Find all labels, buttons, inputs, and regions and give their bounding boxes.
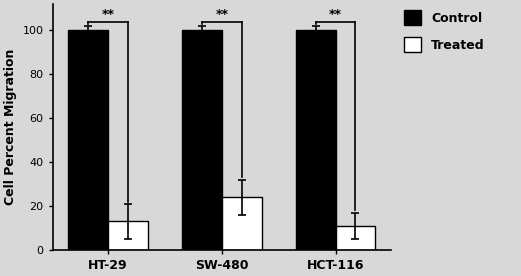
Text: **: ** — [215, 8, 228, 21]
Y-axis label: Cell Percent Migration: Cell Percent Migration — [4, 49, 17, 205]
Bar — [296, 30, 336, 250]
Bar — [222, 197, 262, 250]
Text: **: ** — [329, 8, 342, 21]
Bar — [182, 30, 222, 250]
Legend: Control, Treated: Control, Treated — [404, 10, 485, 52]
Bar — [108, 221, 148, 250]
Bar — [336, 226, 376, 250]
Text: **: ** — [102, 8, 115, 21]
Bar — [68, 30, 108, 250]
